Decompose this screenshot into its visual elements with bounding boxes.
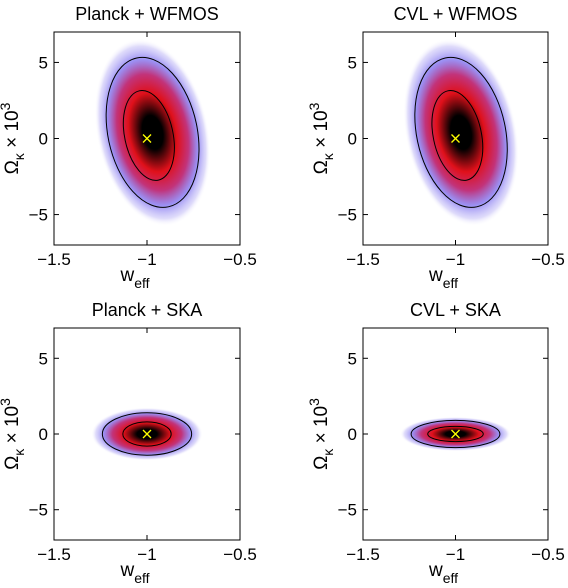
plot-area [400,416,511,452]
plot-area [94,38,211,227]
x-tick-label: −0.5 [531,250,565,269]
x-axis-label: weff [428,265,458,291]
y-tick-label: 5 [348,349,357,368]
fiducial-marker [451,429,460,439]
panel-2: −1.5 −1 −0.5 5 0 −5 CVL + WFMOS weff Ωκ × 103 [306,4,565,291]
x-tick-label: −0.5 [531,545,565,564]
x-tick-label: −1.5 [37,250,71,269]
x-tick-label: −1 [137,545,156,564]
x-tick-label: −1 [137,250,156,269]
contour-outer [410,419,501,449]
x-tick-label: −1 [446,545,465,564]
y-axis-label: Ωκ × 103 [0,102,27,174]
contour-outer [101,412,193,456]
x-tick-label: −1.5 [346,250,380,269]
contour-outer [105,56,200,208]
contour-inner [427,425,484,443]
x-tick-label: −1 [446,250,465,269]
y-axis-label: Ωκ × 103 [0,398,27,470]
panel-3: −1.5 −1 −0.5 5 0 −5 Planck + SKA weff Ωκ × 103 [0,300,257,586]
y-tick-label: 0 [348,425,357,444]
y-tick-label: −5 [29,206,48,225]
y-tick-label: 5 [39,53,48,72]
x-tick-label: −1.5 [346,545,380,564]
y-axis-label: Ωκ × 103 [306,102,336,174]
x-axis-label: weff [119,560,149,586]
y-axis-label: Ωκ × 103 [306,398,336,470]
x-tick-label: −0.5 [223,545,257,564]
x-tick-label: −0.5 [223,250,257,269]
y-tick-label: 5 [39,349,48,368]
y-tick-label: 0 [348,130,357,149]
contour-inner [431,90,484,181]
panel-title: Planck + SKA [92,300,203,320]
contour-inner [122,90,175,181]
y-tick-label: −5 [338,206,357,225]
x-tick-label: −1.5 [37,545,71,564]
panel-1: −1.5 −1 −0.5 5 0 −5 Planck + WFMOS weff Ωκ × 103 [0,4,257,291]
y-tick-label: 0 [39,130,48,149]
y-tick-label: 0 [39,425,48,444]
contour-outer [414,56,508,208]
plot-area [91,407,203,461]
y-tick-label: 5 [348,53,357,72]
plot-area [403,38,519,227]
panel-4: −1.5 −1 −0.5 5 0 −5 CVL + SKA weff Ωκ × 103 [306,300,565,586]
panel-title: CVL + WFMOS [394,4,518,24]
x-axis-label: weff [428,560,458,586]
fiducial-marker [142,134,152,143]
y-tick-label: −5 [29,501,48,520]
fiducial-marker [451,134,460,143]
fiducial-marker [142,429,152,439]
x-axis-label: weff [119,265,149,291]
panel-title: Planck + WFMOS [75,4,219,24]
panel-title: CVL + SKA [410,300,501,320]
contour-inner [122,421,172,447]
y-tick-label: −5 [338,501,357,520]
